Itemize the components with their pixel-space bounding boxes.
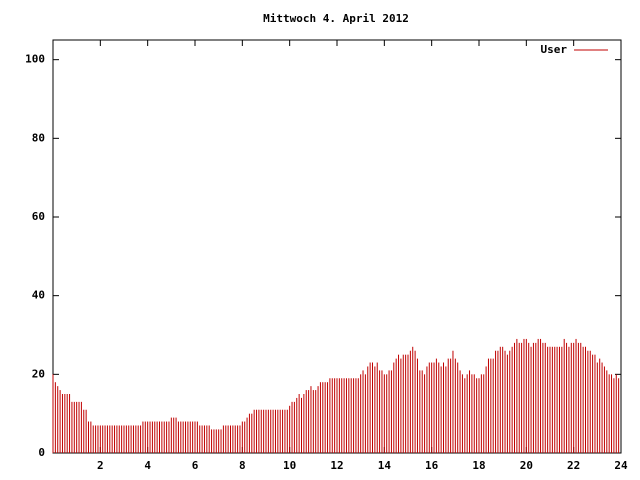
x-tick-label: 4 xyxy=(144,459,151,472)
x-tick-label: 24 xyxy=(614,459,628,472)
y-tick-label: 100 xyxy=(25,53,45,66)
y-tick-label: 40 xyxy=(32,289,45,302)
y-tick-label: 0 xyxy=(38,446,45,459)
x-tick-label: 14 xyxy=(378,459,392,472)
x-tick-label: 20 xyxy=(520,459,533,472)
x-tick-label: 18 xyxy=(472,459,485,472)
x-tick-label: 16 xyxy=(425,459,439,472)
chart-title: Mittwoch 4. April 2012 xyxy=(263,12,409,25)
y-tick-label: 60 xyxy=(32,210,45,223)
x-tick-label: 10 xyxy=(283,459,296,472)
legend-label: User xyxy=(541,43,568,56)
y-tick-label: 80 xyxy=(32,131,45,144)
x-tick-label: 6 xyxy=(192,459,199,472)
x-tick-label: 12 xyxy=(330,459,343,472)
x-tick-label: 8 xyxy=(239,459,246,472)
y-tick-label: 20 xyxy=(32,367,45,380)
x-tick-label: 2 xyxy=(97,459,104,472)
x-tick-label: 22 xyxy=(567,459,580,472)
